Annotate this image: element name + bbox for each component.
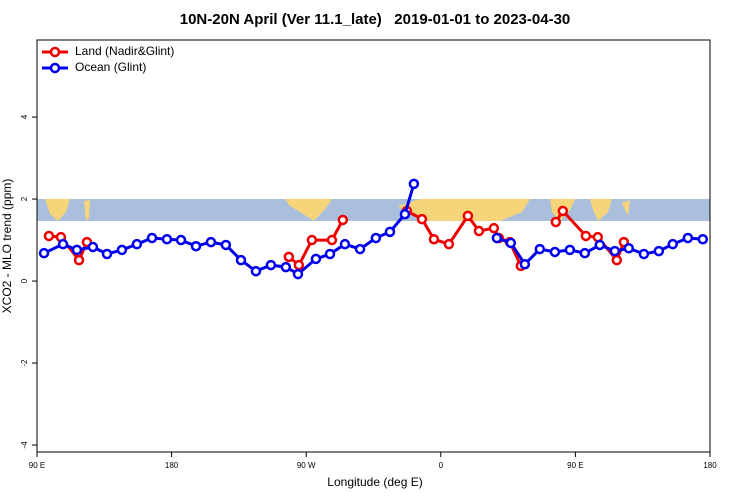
data-point	[638, 248, 650, 260]
x-tick-label: 90 E	[29, 461, 45, 470]
y-tick-label: -4	[20, 441, 29, 449]
data-point	[116, 244, 128, 256]
legend-label: Land (Nadir&Glint)	[75, 44, 174, 58]
data-point	[43, 230, 55, 242]
x-tick-label: 90 E	[567, 461, 583, 470]
data-point	[667, 238, 679, 250]
data-point	[71, 244, 83, 256]
data-point	[505, 237, 517, 249]
data-point	[205, 236, 217, 248]
data-point	[682, 232, 694, 244]
data-point	[87, 241, 99, 253]
data-point	[293, 259, 305, 271]
data-point	[339, 238, 351, 250]
legend-marker	[49, 46, 61, 58]
y-tick-label: -2	[20, 359, 29, 367]
data-point	[564, 244, 576, 256]
data-point	[146, 232, 158, 244]
data-point	[57, 238, 69, 250]
data-point	[408, 178, 420, 190]
data-point	[549, 246, 561, 258]
legend-label: Ocean (Glint)	[75, 60, 146, 74]
data-point	[399, 208, 411, 220]
data-point	[370, 232, 382, 244]
data-point	[580, 230, 592, 242]
data-point	[611, 254, 623, 266]
data-point	[354, 243, 366, 255]
y-tick-label: 2	[20, 196, 29, 201]
data-point	[462, 210, 474, 222]
data-point	[161, 233, 173, 245]
data-point	[131, 238, 143, 250]
y-tick-label: 4	[20, 114, 29, 119]
plot-frame	[36, 39, 711, 453]
data-point	[101, 248, 113, 260]
data-point	[220, 239, 232, 251]
data-point	[73, 254, 85, 266]
x-tick-label: 90 W	[297, 461, 316, 470]
data-point	[310, 253, 322, 265]
data-point	[235, 254, 247, 266]
data-point	[519, 258, 531, 270]
data-point	[384, 226, 396, 238]
data-point	[190, 240, 202, 252]
x-axis-label: Longitude (deg E)	[327, 475, 422, 489]
data-point	[491, 232, 503, 244]
chart-title: 10N-20N April (Ver 11.1_late) 2019-01-01…	[180, 11, 571, 28]
data-point	[579, 247, 591, 259]
data-point	[609, 245, 621, 257]
data-point	[292, 268, 304, 280]
x-tick-label: 180	[703, 461, 717, 470]
data-point	[557, 205, 569, 217]
y-axis-label: XCO2 - MLO trend (ppm)	[0, 179, 14, 314]
y-tick-label: 0	[20, 278, 29, 283]
x-tick-label: 180	[165, 461, 179, 470]
data-point	[250, 265, 262, 277]
data-point	[324, 248, 336, 260]
data-point	[175, 234, 187, 246]
series-line	[43, 183, 703, 276]
data-point	[337, 214, 349, 226]
data-point	[697, 233, 709, 245]
data-point	[326, 234, 338, 246]
data-point	[428, 233, 440, 245]
legend-marker	[49, 62, 61, 74]
data-point	[623, 243, 635, 254]
data-point	[283, 251, 295, 263]
x-tick-label: 0	[439, 461, 444, 470]
data-point	[38, 247, 50, 259]
map-strip	[37, 199, 710, 221]
data-point	[416, 213, 428, 225]
data-point	[653, 245, 665, 257]
data-point	[280, 261, 292, 273]
data-point	[488, 222, 500, 234]
data-point	[550, 216, 562, 228]
data-point	[534, 243, 546, 255]
data-point	[473, 225, 485, 237]
data-point	[594, 239, 606, 251]
data-point	[306, 234, 318, 246]
data-point	[265, 259, 277, 271]
data-point	[443, 238, 455, 250]
